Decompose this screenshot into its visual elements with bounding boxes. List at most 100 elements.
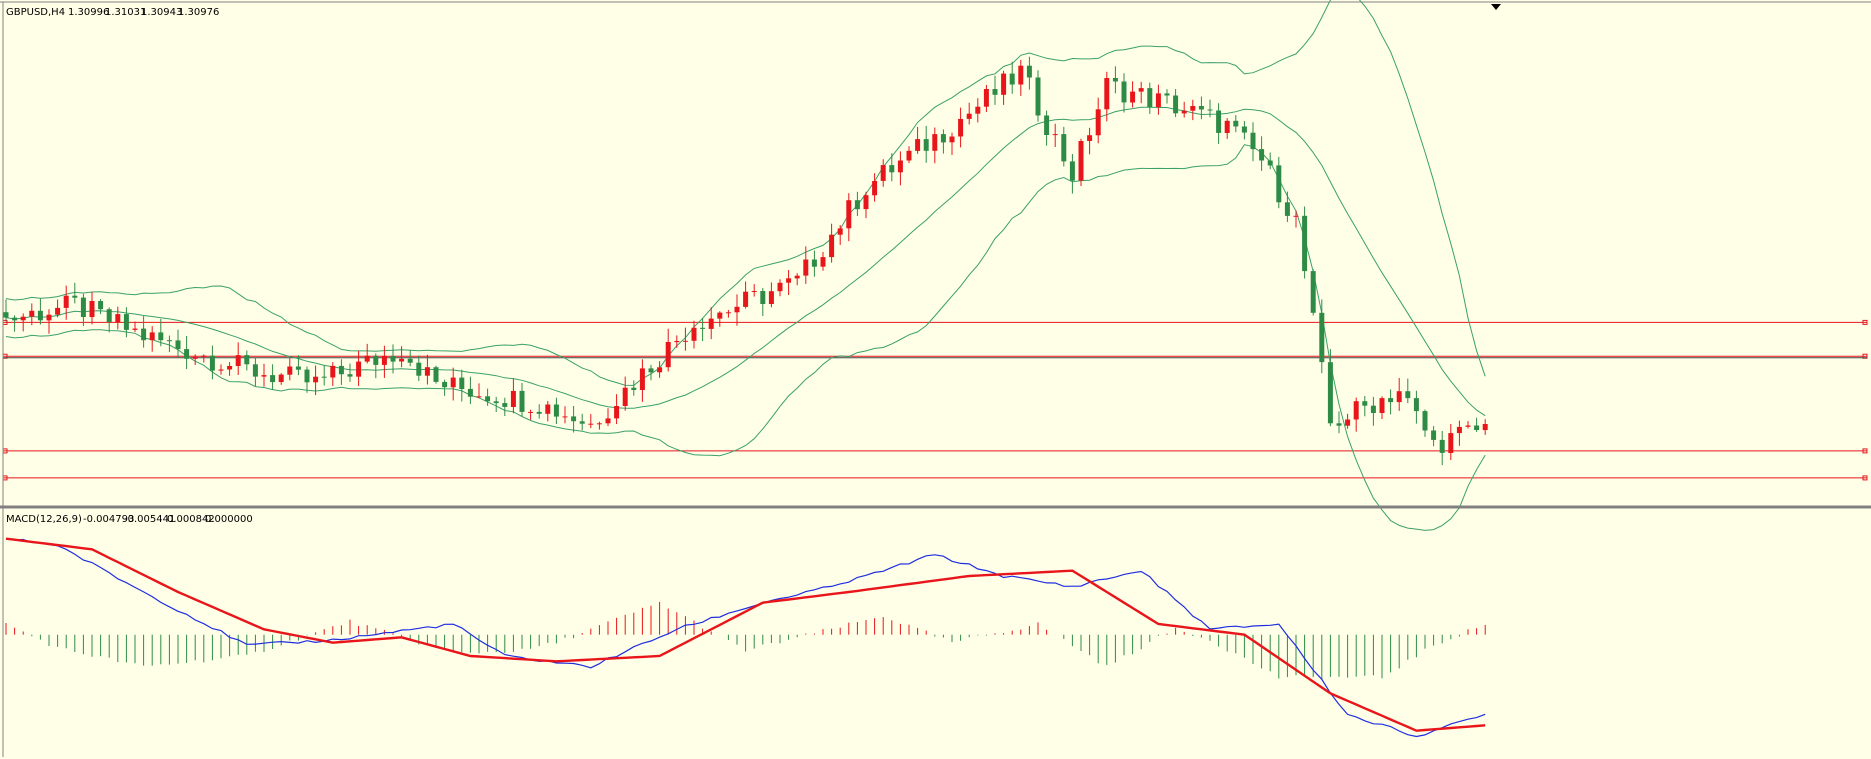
price-header-low: 1.30943 [141, 7, 182, 18]
bullish-candle [1078, 141, 1084, 181]
bullish-candle [132, 328, 138, 330]
bearish-candle [1370, 405, 1376, 413]
bearish-candle [1474, 425, 1480, 430]
bullish-candle [227, 366, 233, 370]
bullish-candle [1224, 120, 1230, 133]
bullish-candle [657, 367, 663, 373]
bearish-candle [536, 411, 542, 414]
bullish-candle [149, 332, 155, 341]
bullish-candle [235, 355, 241, 366]
bearish-candle [72, 295, 78, 298]
bullish-candle [1138, 88, 1144, 92]
macd-header-signal: -0.005441 [124, 514, 175, 525]
bearish-candle [1026, 65, 1032, 78]
bearish-candle [442, 381, 448, 388]
bearish-candle [553, 404, 559, 417]
bearish-candle [209, 355, 215, 371]
bearish-candle [407, 358, 413, 363]
bearish-candle [1164, 93, 1170, 96]
bullish-candle [897, 160, 903, 173]
bullish-candle [1465, 425, 1471, 427]
bullish-candle [1379, 398, 1385, 413]
bullish-candle [450, 377, 456, 388]
bullish-candle [665, 342, 671, 368]
bearish-candle [1173, 95, 1179, 114]
chart-shift-marker-icon[interactable] [1491, 4, 1501, 10]
bullish-candle [381, 355, 387, 365]
bearish-candle [1388, 398, 1394, 403]
bullish-candle [682, 340, 688, 342]
bearish-candle [106, 309, 112, 323]
bearish-candle [1112, 78, 1118, 82]
bearish-candle [338, 365, 344, 375]
bullish-candle [691, 327, 697, 341]
bearish-candle [37, 310, 43, 321]
bullish-candle [1396, 391, 1402, 403]
bullish-candle [932, 134, 938, 151]
bearish-candle [80, 297, 86, 317]
bullish-candle [1345, 419, 1351, 426]
macd-main-line [5, 538, 1486, 738]
bullish-candle [1482, 424, 1488, 431]
bearish-candle [992, 89, 998, 95]
bearish-candle [519, 390, 525, 412]
bearish-candle [1336, 423, 1342, 426]
bearish-candle [459, 377, 465, 389]
bearish-candle [1035, 77, 1041, 116]
bearish-candle [1267, 160, 1273, 166]
macd-header-extra: 0.000000 [205, 514, 253, 525]
price-header-symbol: GBPUSD,H4 [6, 7, 65, 18]
bearish-candle [304, 369, 310, 383]
bearish-candle [579, 421, 585, 424]
bullish-candle [201, 355, 207, 357]
bearish-candle [571, 416, 577, 422]
bearish-candle [184, 349, 190, 359]
bearish-candle [1422, 411, 1428, 431]
bearish-candle [1061, 134, 1067, 162]
macd-header-name: MACD(12,26,9) [6, 514, 82, 525]
bullish-candle [915, 139, 921, 151]
bearish-candle [1259, 149, 1265, 161]
bullish-candle [674, 341, 680, 343]
bearish-candle [1147, 88, 1153, 107]
bullish-candle [1190, 106, 1196, 111]
bearish-candle [1302, 215, 1308, 272]
bearish-candle [244, 355, 250, 365]
price-pane[interactable] [2, 0, 1868, 531]
bearish-candle [760, 291, 766, 304]
bullish-candle [880, 165, 886, 181]
bullish-candle [820, 257, 826, 267]
bollinger-middle-band [5, 106, 1486, 417]
bullish-candle [1353, 401, 1359, 420]
bearish-candle [1276, 165, 1282, 203]
bullish-candle [794, 275, 800, 279]
bearish-candle [648, 368, 654, 373]
bearish-candle [3, 312, 9, 318]
bullish-candle [192, 356, 198, 359]
bearish-candle [1044, 115, 1050, 135]
bullish-candle [424, 367, 430, 376]
bearish-candle [12, 317, 18, 321]
bullish-candle [1001, 73, 1007, 95]
bearish-candle [1405, 391, 1411, 399]
bullish-candle [20, 316, 26, 321]
bearish-candle [485, 396, 491, 402]
bullish-candle [1448, 433, 1454, 453]
bearish-candle [158, 332, 164, 341]
bearish-candle [1233, 120, 1239, 127]
macd-pane[interactable] [5, 537, 1486, 738]
bearish-candle [175, 340, 181, 350]
bearish-candle [1216, 110, 1222, 133]
bearish-candle [1250, 132, 1256, 150]
bullish-candle [1052, 134, 1058, 136]
bearish-candle [700, 327, 706, 329]
bullish-candle [63, 295, 69, 308]
bullish-candle [863, 195, 869, 210]
bearish-candle [252, 364, 258, 377]
bullish-candle [639, 368, 645, 390]
bearish-candle [1431, 430, 1437, 440]
bearish-candle [123, 314, 129, 330]
